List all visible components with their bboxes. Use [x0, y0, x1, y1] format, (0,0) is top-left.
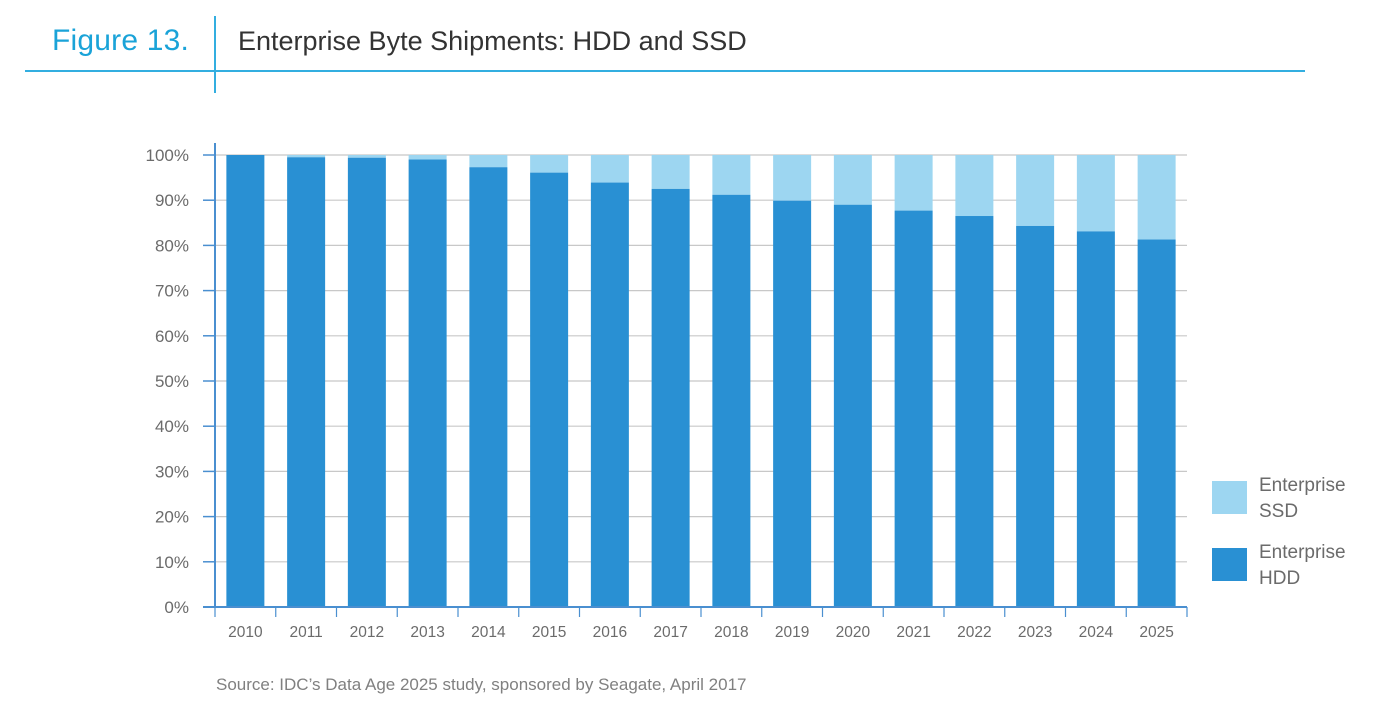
y-tick-label: 0%	[164, 598, 189, 617]
y-tick-label: 20%	[155, 508, 189, 527]
legend-label-hdd: Enterprise HDD	[1259, 542, 1346, 589]
bar-ssd-2016	[590, 155, 629, 183]
bar-hdd-2023	[1016, 225, 1055, 608]
bar-ssd-2012	[347, 155, 386, 158]
bar-hdd-2025	[1137, 239, 1176, 608]
x-tick-label: 2023	[1018, 624, 1052, 641]
y-tick-label: 70%	[155, 282, 189, 301]
bar-ssd-2013	[408, 155, 447, 160]
bar-hdd-2013	[408, 159, 447, 607]
bar-ssd-2021	[894, 155, 933, 211]
y-tick-label: 30%	[155, 462, 189, 481]
x-tick-label: 2011	[289, 624, 322, 641]
figure-number: Figure 13.	[52, 24, 190, 57]
bar-hdd-2015	[530, 172, 569, 608]
bar-ssd-2020	[833, 155, 872, 205]
bar-ssd-2018	[712, 155, 751, 195]
bar-hdd-2016	[590, 182, 629, 607]
y-tick-label: 60%	[155, 327, 189, 346]
bar-ssd-2014	[469, 155, 508, 168]
bar-hdd-2017	[651, 188, 690, 607]
bars	[226, 155, 1176, 608]
bar-ssd-2017	[651, 155, 690, 189]
bar-hdd-2011	[287, 157, 326, 607]
bar-hdd-2024	[1076, 231, 1115, 607]
bar-ssd-2024	[1076, 155, 1115, 232]
bar-ssd-2011	[287, 155, 326, 158]
bar-hdd-2012	[347, 157, 386, 607]
x-tick-label: 2010	[228, 624, 263, 641]
figure-header: Figure 13. Enterprise Byte Shipments: HD…	[0, 0, 1387, 100]
x-tick-label: 2020	[836, 624, 871, 641]
legend-swatch-ssd	[1212, 481, 1247, 514]
x-tick-label: 2024	[1079, 624, 1114, 641]
x-tick-label: 2017	[653, 624, 687, 641]
bar-hdd-2018	[712, 194, 751, 607]
y-tick-label: 10%	[155, 553, 189, 572]
header-divider	[214, 16, 216, 93]
bar-hdd-2020	[833, 204, 872, 607]
y-tick-label: 40%	[155, 417, 189, 436]
x-tick-label: 2016	[593, 624, 627, 641]
y-tick-label: 90%	[155, 191, 189, 210]
bar-hdd-2022	[955, 216, 994, 607]
legend: Enterprise SSD Enterprise HDD	[1212, 475, 1346, 589]
tick-labels: 0% 10% 20% 30% 40% 50% 60% 70% 80% 90% 100% 2010 201…	[146, 146, 1174, 641]
bar-hdd-2021	[894, 210, 933, 607]
bar-ssd-2019	[773, 155, 812, 201]
bar-ssd-2025	[1137, 155, 1176, 240]
legend-swatch-hdd	[1212, 548, 1247, 581]
y-tick-label: 50%	[155, 372, 189, 391]
x-tick-label: 2025	[1139, 624, 1173, 641]
bar-ssd-2015	[530, 155, 569, 173]
bar-ssd-2023	[1016, 155, 1055, 226]
x-tick-label: 2022	[957, 624, 991, 641]
x-tick-label: 2019	[775, 624, 809, 641]
x-tick-label: 2018	[714, 624, 748, 641]
axes	[203, 143, 1188, 617]
x-tick-label: 2015	[532, 624, 566, 641]
bar-hdd-2010	[226, 155, 265, 607]
bar-ssd-2022	[955, 155, 994, 217]
y-tick-label: 80%	[155, 236, 189, 255]
x-tick-label: 2012	[350, 624, 384, 641]
x-tick-label: 2021	[896, 624, 930, 641]
x-tick-label: 2014	[471, 624, 506, 641]
bar-hdd-2019	[773, 200, 812, 608]
figure-title: Enterprise Byte Shipments: HDD and SSD	[238, 26, 747, 56]
x-tick-label: 2013	[410, 624, 444, 641]
source-note: Source: IDC’s Data Age 2025 study, spons…	[216, 675, 747, 694]
y-tick-label: 100%	[146, 146, 189, 165]
header-rule	[25, 70, 1305, 72]
legend-label-ssd: Enterprise SSD	[1259, 475, 1346, 522]
bar-hdd-2014	[469, 167, 508, 608]
